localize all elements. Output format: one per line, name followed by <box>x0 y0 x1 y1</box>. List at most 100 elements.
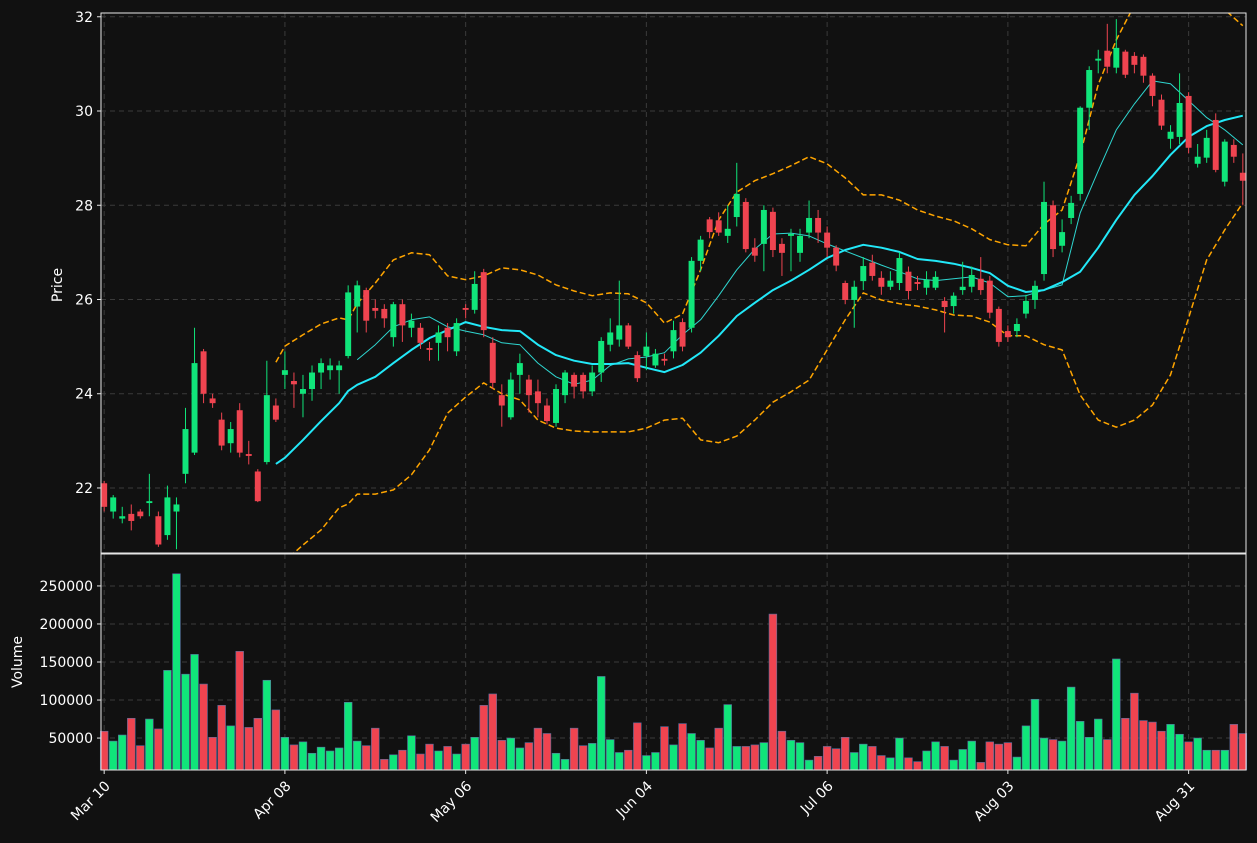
y-tick-label: 22 <box>75 481 93 497</box>
volume-bar <box>407 735 416 771</box>
candle-body <box>751 247 758 256</box>
candle-body <box>408 320 415 328</box>
volume-bar <box>578 745 588 771</box>
candle-body <box>806 217 813 233</box>
candle-body <box>372 307 379 311</box>
candle-body <box>769 211 776 251</box>
volume-bar <box>289 744 299 771</box>
candle-body <box>390 304 397 338</box>
candle-body <box>516 363 523 375</box>
volume-bar <box>741 746 750 771</box>
candle-body <box>462 307 469 310</box>
volume-bar <box>768 613 778 771</box>
candle-body <box>1203 137 1210 158</box>
candle-body <box>932 276 939 288</box>
candle-body <box>1041 201 1048 275</box>
volume-bar <box>1012 756 1022 771</box>
candle-body <box>444 327 451 338</box>
volume-bar <box>633 722 642 771</box>
volume-bar <box>199 683 208 771</box>
volume-bar <box>759 742 769 771</box>
volume-bar <box>244 727 253 771</box>
volume-bar <box>1220 749 1229 771</box>
volume-bar <box>1166 724 1175 771</box>
volume-bar <box>298 741 308 771</box>
volume-bar <box>994 743 1004 771</box>
candle-body <box>815 217 822 233</box>
candle-body <box>164 497 171 536</box>
marks <box>99 19 1248 771</box>
volume-bar <box>163 670 172 771</box>
volume-bar <box>1193 737 1202 771</box>
volume-bar <box>1066 686 1076 771</box>
volume-bar <box>380 759 389 771</box>
candle-body <box>345 292 352 357</box>
moving-average-line <box>275 114 1244 465</box>
candle-body <box>941 300 948 308</box>
candle-body <box>598 340 605 373</box>
candle-body <box>607 332 614 345</box>
candle-body <box>824 232 831 248</box>
volume-bar <box>904 757 913 771</box>
candle-body <box>1004 331 1011 338</box>
volume-bar <box>362 745 371 771</box>
candle-body <box>336 365 343 371</box>
volume-bar <box>425 743 434 771</box>
candle-body <box>543 405 550 422</box>
volume-bar <box>723 704 732 771</box>
volume-bar <box>1121 717 1130 771</box>
candle-body <box>1068 202 1075 218</box>
volume-bar <box>705 747 714 771</box>
candle-body <box>833 247 840 266</box>
volume-bar <box>208 736 217 771</box>
volume-bar <box>343 702 353 771</box>
candle-body <box>272 405 279 420</box>
volume-bar <box>470 736 479 771</box>
candle-body <box>715 220 722 233</box>
y-tick-label: 26 <box>75 292 93 308</box>
volume-bar <box>235 651 244 771</box>
volume-bar <box>145 718 154 771</box>
volume-tick-label: 250000 <box>40 579 93 595</box>
candle-body <box>778 243 785 253</box>
volume-tick-label: 50000 <box>48 731 93 747</box>
volume-tick-label: 100000 <box>40 693 93 709</box>
volume-bar <box>136 745 145 771</box>
candle-body <box>290 381 297 385</box>
candle-body <box>318 363 325 373</box>
volume-bar <box>1184 741 1193 771</box>
volume-bar <box>913 761 922 771</box>
candle-body <box>616 325 623 340</box>
y-tick-label: 24 <box>75 387 93 403</box>
volume-bar <box>398 749 407 771</box>
candle-body <box>851 286 858 300</box>
volume-bar <box>316 746 326 771</box>
volume-bar <box>488 693 497 771</box>
volume-bar <box>524 742 534 771</box>
candle-body <box>435 332 442 343</box>
volume-bar <box>750 744 760 771</box>
candle-body <box>914 282 921 284</box>
volume-bar <box>1030 698 1040 771</box>
candle-body <box>869 262 876 276</box>
candle-body <box>959 286 966 291</box>
volume-bar <box>831 748 841 771</box>
volume-bar <box>714 727 723 771</box>
volume-bar <box>660 726 669 771</box>
volume-bar <box>190 654 199 771</box>
candle-body <box>571 374 578 387</box>
price-frame <box>100 12 1247 554</box>
candle-body <box>146 501 153 504</box>
candle-body <box>263 395 270 463</box>
candle-body <box>923 279 930 288</box>
candle-body <box>1149 75 1156 96</box>
candle-body <box>797 235 804 253</box>
volume-bar <box>271 709 281 771</box>
volume-bar <box>949 759 958 771</box>
band-line <box>275 13 1244 363</box>
volume-bar <box>786 740 796 771</box>
volume-bar <box>280 736 290 771</box>
candle-body <box>679 322 686 347</box>
candle-body <box>218 419 225 446</box>
candle-body <box>399 304 406 326</box>
